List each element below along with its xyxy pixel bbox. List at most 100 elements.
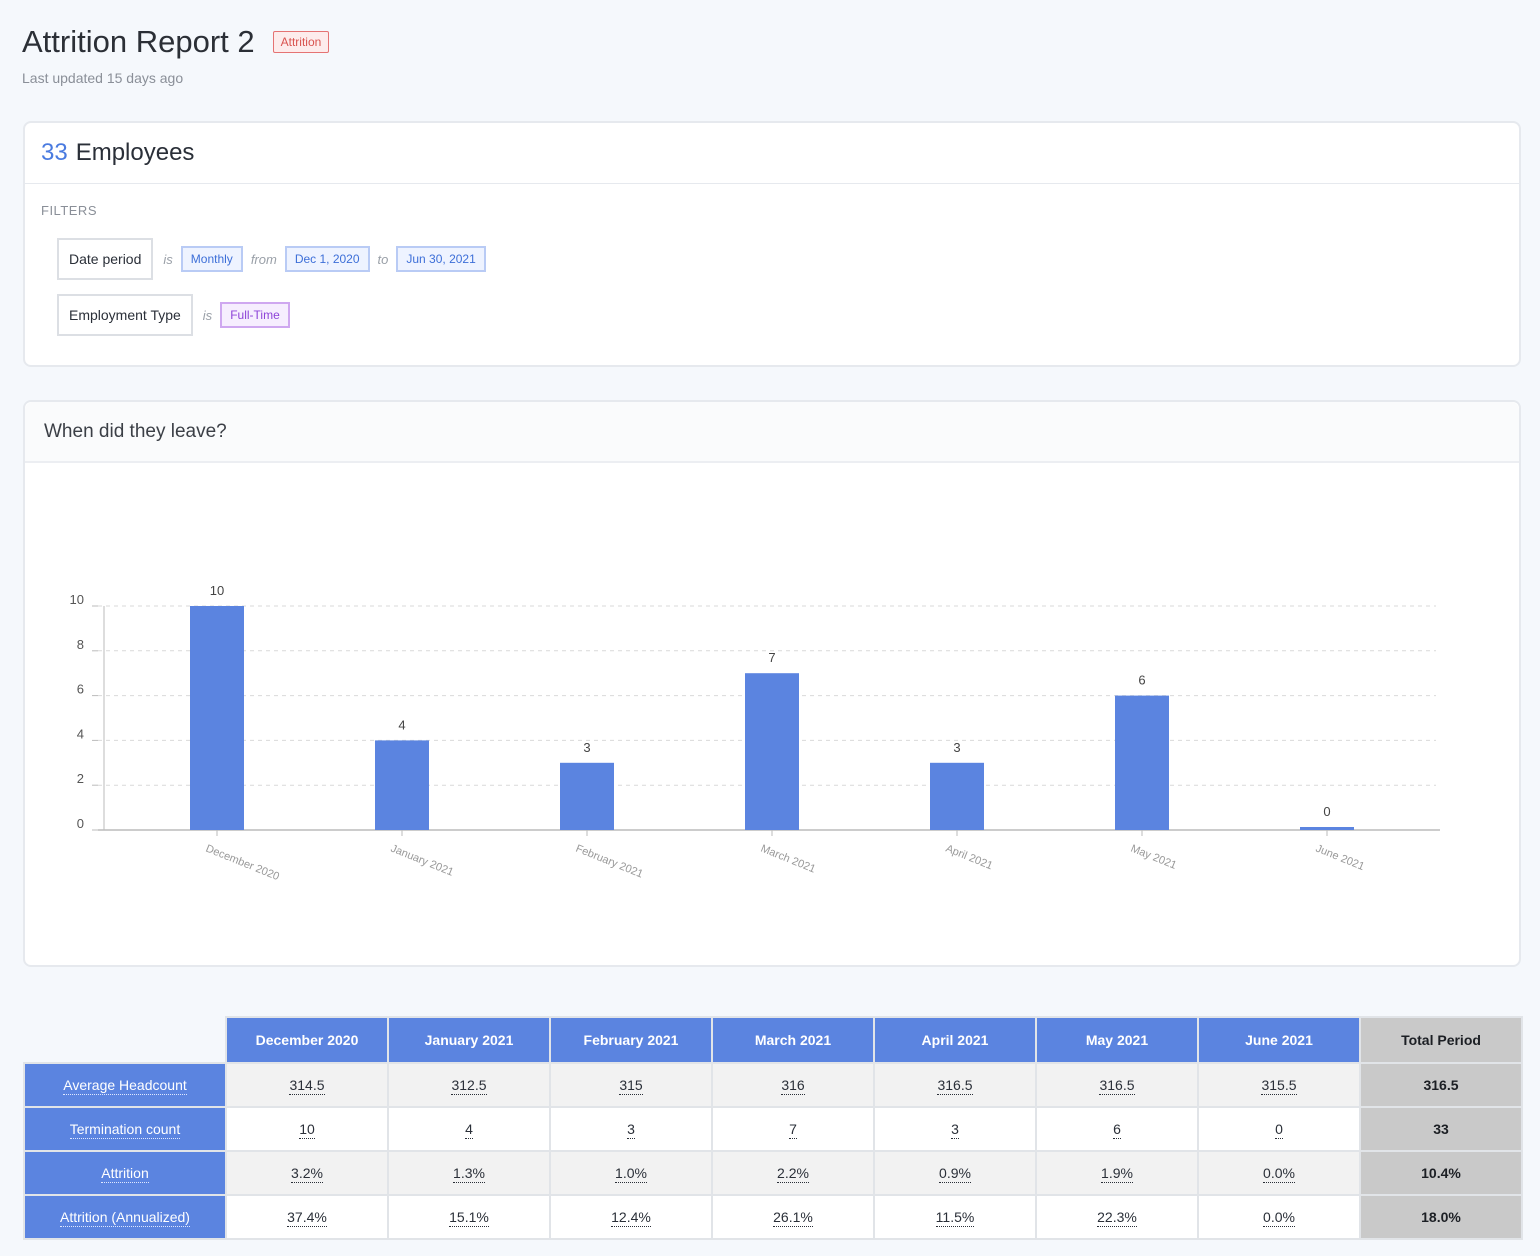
- cell-value[interactable]: 11.5%: [935, 1209, 975, 1227]
- row-header-label[interactable]: Average Headcount: [63, 1077, 187, 1095]
- filter-value-start-date[interactable]: Dec 1, 2020: [284, 246, 370, 272]
- filter-date-period: Date period is Monthly from Dec 1, 2020 …: [57, 238, 486, 280]
- filter-field-date-period[interactable]: Date period: [57, 238, 154, 280]
- bar: [1115, 695, 1169, 830]
- bar: [560, 762, 614, 830]
- employee-count[interactable]: 33: [41, 139, 68, 166]
- cell-value[interactable]: 3: [951, 1121, 959, 1139]
- bar-value-label: 10: [210, 583, 224, 598]
- table-cell: 7: [711, 1106, 875, 1152]
- table-cell: 3: [549, 1106, 713, 1152]
- bar: [745, 673, 799, 830]
- filter-operator: is: [202, 307, 213, 323]
- cell-value[interactable]: 316: [781, 1077, 805, 1095]
- filter-operator: from: [250, 251, 277, 267]
- cell-value[interactable]: 315: [619, 1077, 643, 1095]
- table-row: Termination count 10 4 3 7 3 6 0 33: [23, 1106, 1523, 1152]
- cell-value[interactable]: 15.1%: [449, 1209, 489, 1227]
- filter-value-end-date[interactable]: Jun 30, 2021: [396, 246, 486, 272]
- filter-value-monthly[interactable]: Monthly: [180, 246, 243, 272]
- row-header: Average Headcount: [23, 1062, 227, 1108]
- bar-value-label: 7: [768, 650, 775, 665]
- cell-value[interactable]: 10: [299, 1121, 315, 1139]
- table-cell: 0.0%: [1197, 1150, 1361, 1196]
- cell-value[interactable]: 316.5: [1099, 1077, 1135, 1095]
- employees-header: 33 Employees: [25, 123, 1519, 184]
- cell-value[interactable]: 3: [627, 1121, 635, 1139]
- table-cell: 37.4%: [225, 1194, 389, 1240]
- table-cell: 22.3%: [1035, 1194, 1199, 1240]
- cell-value[interactable]: 12.4%: [611, 1209, 651, 1227]
- last-updated-text: Last updated 15 days ago: [22, 70, 184, 86]
- column-header-total: Total Period: [1359, 1016, 1523, 1064]
- table-cell: 15.1%: [387, 1194, 551, 1240]
- cell-value[interactable]: 1.9%: [1101, 1165, 1133, 1183]
- bar-value-label: 3: [953, 740, 960, 755]
- cell-value[interactable]: 22.3%: [1097, 1209, 1137, 1227]
- cell-value[interactable]: 4: [465, 1121, 473, 1139]
- total-cell: 10.4%: [1359, 1150, 1523, 1196]
- table-row: Average Headcount 314.5 312.5 315 316 316.5 31…: [23, 1062, 1523, 1108]
- row-header-label[interactable]: Termination count: [69, 1121, 181, 1139]
- x-tick-label: December 2020: [204, 843, 281, 883]
- metrics-table: December 2020 January 2021 February 2021 Ma…: [23, 1016, 1523, 1240]
- y-tick-label: 0: [77, 816, 84, 831]
- table-cell: 12.4%: [549, 1194, 713, 1240]
- table-header-row: December 2020 January 2021 February 2021 Ma…: [24, 1016, 1523, 1064]
- cell-value[interactable]: 0.9%: [939, 1165, 971, 1183]
- report-header: Attrition Report 2 Attrition Last update…: [22, 24, 330, 86]
- column-header: May 2021: [1035, 1016, 1199, 1064]
- table-cell: 26.1%: [711, 1194, 875, 1240]
- cell-value[interactable]: 3.2%: [291, 1165, 323, 1183]
- cell-value[interactable]: 315.5: [1261, 1077, 1297, 1095]
- title-row: Attrition Report 2 Attrition: [22, 24, 330, 60]
- x-tick-label: June 2021: [1314, 843, 1366, 873]
- cell-value[interactable]: 0: [1275, 1121, 1283, 1139]
- row-header-label[interactable]: Attrition: [101, 1165, 149, 1183]
- table-cell: 2.2%: [711, 1150, 875, 1196]
- y-tick-label: 2: [77, 771, 84, 786]
- cell-value[interactable]: 316.5: [937, 1077, 973, 1095]
- row-header: Attrition: [23, 1150, 227, 1196]
- filter-field-employment-type[interactable]: Employment Type: [57, 294, 193, 336]
- cell-value[interactable]: 1.0%: [615, 1165, 647, 1183]
- table-cell: 0.0%: [1197, 1194, 1361, 1240]
- filter-value-full-time[interactable]: Full-Time: [220, 302, 290, 328]
- total-cell: 33: [1359, 1106, 1523, 1152]
- x-tick-label: May 2021: [1129, 843, 1178, 872]
- table-corner: [24, 1017, 226, 1063]
- table-cell: 316.5: [873, 1062, 1037, 1108]
- table-cell: 3: [873, 1106, 1037, 1152]
- cell-value[interactable]: 6: [1113, 1121, 1121, 1139]
- row-header-label[interactable]: Attrition (Annualized): [60, 1209, 190, 1227]
- filters-label: FILTERS: [41, 203, 97, 218]
- bar-value-label: 3: [583, 740, 590, 755]
- cell-value[interactable]: 7: [789, 1121, 797, 1139]
- chart-card: When did they leave? 0 2 4 6 8 10 10 December …: [23, 400, 1521, 967]
- filter-employment-type: Employment Type is Full-Time: [57, 294, 290, 336]
- column-header: December 2020: [225, 1016, 389, 1064]
- cell-value[interactable]: 1.3%: [453, 1165, 485, 1183]
- table-cell: 11.5%: [873, 1194, 1037, 1240]
- cell-value[interactable]: 37.4%: [287, 1209, 327, 1227]
- employees-card: 33 Employees FILTERS Date period is Mont…: [23, 121, 1521, 367]
- bar-value-label: 4: [398, 717, 405, 732]
- column-header: January 2021: [387, 1016, 551, 1064]
- x-tick-label: March 2021: [759, 843, 817, 876]
- chart-grid: [98, 605, 1436, 786]
- table-cell: 6: [1035, 1106, 1199, 1152]
- y-tick-label: 8: [77, 637, 84, 652]
- x-tick-label: April 2021: [944, 843, 994, 873]
- cell-value[interactable]: 0.0%: [1263, 1209, 1295, 1227]
- row-header: Attrition (Annualized): [23, 1194, 227, 1240]
- table-cell: 316.5: [1035, 1062, 1199, 1108]
- cell-value[interactable]: 0.0%: [1263, 1165, 1295, 1183]
- page-title: Attrition Report 2: [22, 24, 255, 59]
- column-header: March 2021: [711, 1016, 875, 1064]
- cell-value[interactable]: 2.2%: [777, 1165, 809, 1183]
- cell-value[interactable]: 312.5: [451, 1077, 487, 1095]
- cell-value[interactable]: 26.1%: [773, 1209, 813, 1227]
- table-cell: 314.5: [225, 1062, 389, 1108]
- cell-value[interactable]: 314.5: [289, 1077, 325, 1095]
